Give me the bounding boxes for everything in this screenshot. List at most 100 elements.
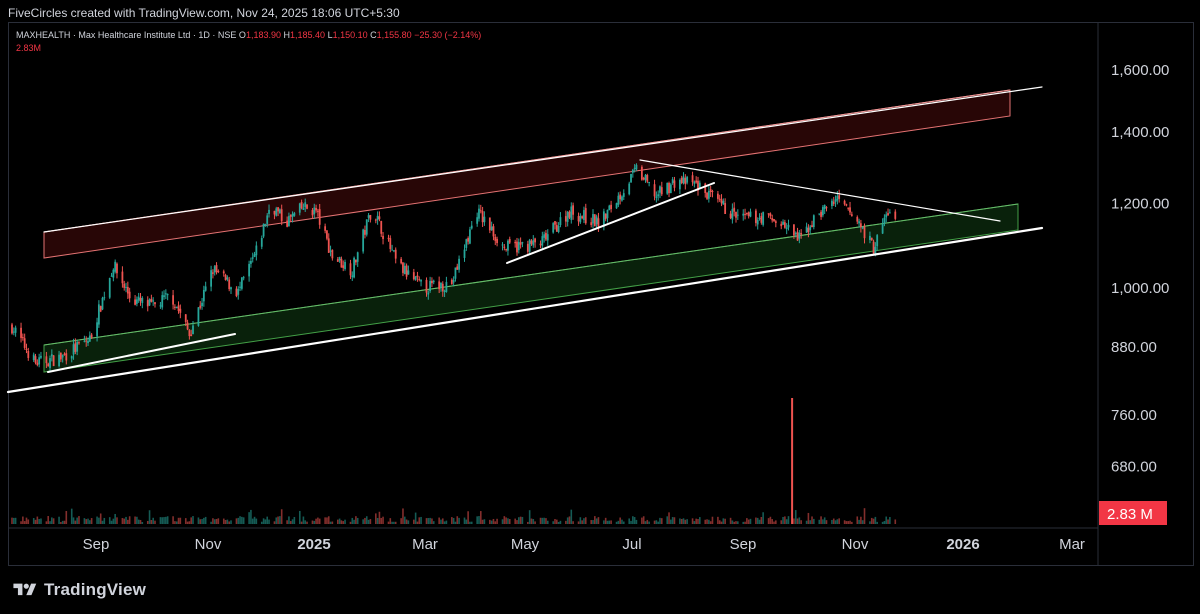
volume-bar xyxy=(349,521,352,524)
candle-body xyxy=(876,235,879,247)
candle-body xyxy=(326,230,328,239)
candle-body xyxy=(838,195,841,199)
volume-bar xyxy=(704,519,707,524)
price-tick-label: 1,600.00 xyxy=(1111,62,1169,79)
volume-bar xyxy=(72,517,75,524)
tradingview-footer[interactable]: TradingView xyxy=(12,578,146,602)
candle-body xyxy=(584,208,587,224)
volume-bar xyxy=(758,519,761,524)
price-tick-label: 1,200.00 xyxy=(1111,195,1169,212)
candle-body xyxy=(733,207,736,212)
candle-body xyxy=(369,214,372,220)
volume-bar xyxy=(595,518,598,524)
volume-bar xyxy=(659,517,661,524)
volume-bar xyxy=(27,519,30,524)
volume-bar xyxy=(648,521,650,524)
volume-bar xyxy=(481,519,484,524)
volume-bar xyxy=(163,517,165,524)
candle-body xyxy=(678,179,681,190)
volume-bar xyxy=(556,519,558,524)
candle-body xyxy=(414,276,417,280)
volume-bar xyxy=(554,519,556,524)
volume-bar xyxy=(785,519,788,524)
chart-panel[interactable] xyxy=(8,22,1194,566)
candle-body xyxy=(11,324,13,334)
candle-body xyxy=(564,216,567,222)
candle-body xyxy=(769,213,772,216)
volume-bar xyxy=(858,519,860,524)
volume-bar xyxy=(65,511,68,524)
candle-body xyxy=(380,220,383,234)
symbol-legend[interactable]: MAXHEALTH · Max Healthcare Institute Ltd… xyxy=(16,30,481,40)
candle-body xyxy=(807,227,810,233)
volume-bar xyxy=(13,517,15,524)
candle-body xyxy=(774,221,777,224)
candle-body xyxy=(707,191,710,199)
volume-bar xyxy=(780,520,783,524)
candle-body xyxy=(135,299,138,304)
volume-bar xyxy=(116,517,118,524)
volume-bar xyxy=(809,520,812,524)
candle-body xyxy=(856,217,859,222)
candle-body xyxy=(836,195,839,201)
candle-body xyxy=(99,306,102,312)
candle-body xyxy=(832,201,835,204)
volume-bar xyxy=(762,512,764,524)
volume-bar xyxy=(718,520,721,524)
volume-bar xyxy=(794,510,797,524)
candle-body xyxy=(239,286,241,288)
candle-body xyxy=(572,205,574,215)
volume-bar xyxy=(570,509,573,524)
volume-bar xyxy=(521,516,524,524)
volume-bar xyxy=(452,517,455,524)
candle-body xyxy=(771,218,774,221)
volume-bar xyxy=(559,520,562,524)
volume-bar xyxy=(264,519,267,524)
volume-bar xyxy=(329,521,332,524)
candle-body xyxy=(74,343,77,352)
volume-bar xyxy=(300,521,303,524)
candle-body xyxy=(729,213,732,218)
volume-bar xyxy=(241,516,243,524)
candle-body xyxy=(146,300,149,307)
candle-body xyxy=(655,196,658,198)
candle-body xyxy=(250,260,252,264)
volume-bar xyxy=(514,518,516,524)
candle-body xyxy=(114,261,117,272)
volume-bar xyxy=(400,518,402,524)
candle-body xyxy=(619,194,622,200)
candle-body xyxy=(691,175,694,183)
candle-body xyxy=(534,238,536,243)
volume-bar xyxy=(127,519,129,524)
volume-bar xyxy=(615,521,618,524)
volume-bar xyxy=(668,512,670,524)
candle-body xyxy=(412,272,415,280)
volume-bar xyxy=(507,518,509,524)
candle-body xyxy=(742,213,745,216)
candle-body xyxy=(280,209,283,222)
candle-body xyxy=(602,211,605,227)
time-tick-label: May xyxy=(511,536,540,553)
time-tick-label: Jul xyxy=(622,536,641,553)
candle-body xyxy=(530,240,533,244)
short-uptrend-line xyxy=(47,333,236,373)
candle-body xyxy=(61,354,64,358)
candles-layer xyxy=(11,163,897,372)
candle-body xyxy=(353,257,355,278)
candle-body xyxy=(608,205,611,211)
candle-body xyxy=(883,217,886,224)
volume-bar xyxy=(565,520,567,524)
candle-body xyxy=(767,213,770,215)
volume-bar xyxy=(494,521,497,524)
volume-bar xyxy=(60,521,62,524)
volume-bar xyxy=(800,520,802,524)
candle-body xyxy=(593,214,596,227)
candle-body xyxy=(324,226,327,231)
candle-body xyxy=(83,340,86,342)
candle-body xyxy=(161,295,164,308)
volume-bar xyxy=(744,521,746,524)
volume-bar xyxy=(597,517,600,524)
candle-body xyxy=(228,279,231,290)
